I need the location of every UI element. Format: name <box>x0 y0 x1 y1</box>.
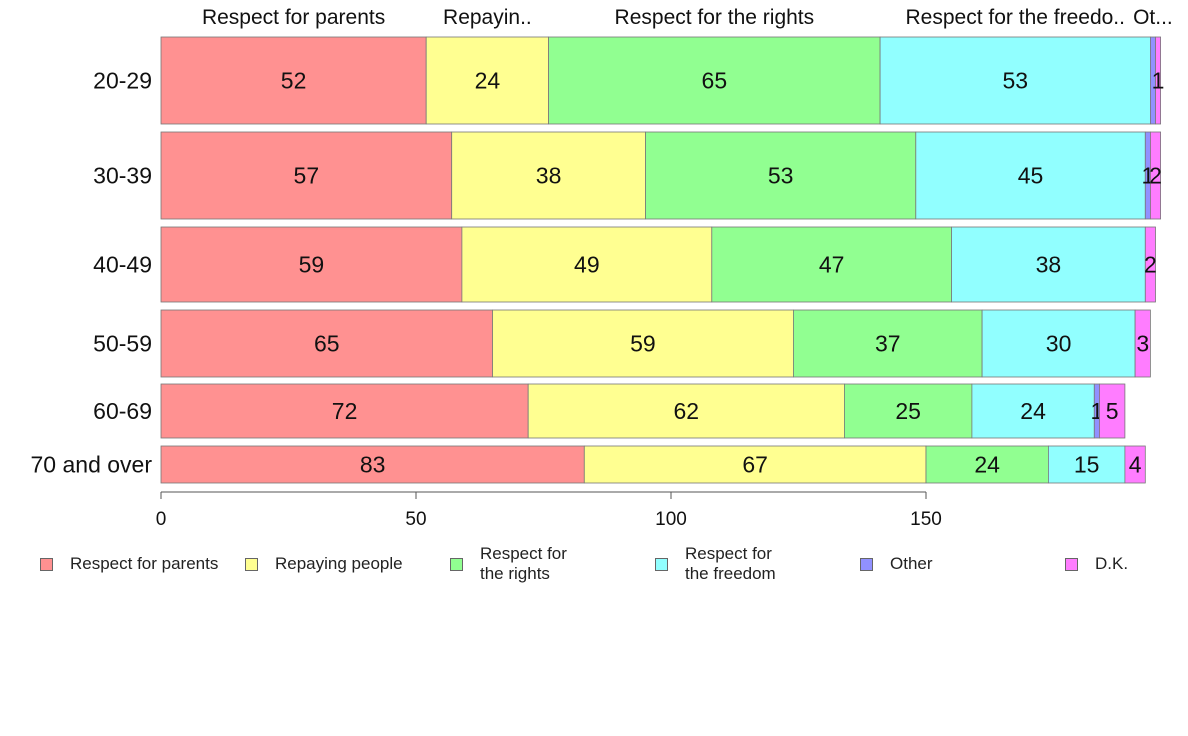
bar-segment <box>548 36 881 125</box>
bar-segment <box>160 36 427 125</box>
bar-segment <box>981 309 1136 378</box>
bar-segment <box>1134 309 1151 378</box>
top-series-label: Repayin.. <box>443 6 532 29</box>
category-label: 70 and over <box>31 452 153 478</box>
category-label: 50-59 <box>93 331 152 357</box>
data-label: 30 <box>1046 331 1072 357</box>
x-tick-label: 0 <box>156 509 167 530</box>
x-tick-label: 100 <box>655 509 687 530</box>
legend-label: Respect for the freedom <box>685 544 776 583</box>
bar-segment <box>1124 445 1146 484</box>
data-label: 5 <box>1106 398 1119 424</box>
data-label: 83 <box>360 452 386 478</box>
legend-item: Respect for parents <box>40 554 218 574</box>
bar-segment <box>492 309 794 378</box>
bar-segment <box>160 131 453 220</box>
data-label: 59 <box>630 331 656 357</box>
bar-segment <box>711 226 952 303</box>
top-series-label: Respect for the rights <box>615 6 815 29</box>
bar-segment <box>583 445 927 484</box>
bar-segment <box>425 36 550 125</box>
data-label: 2 <box>1149 163 1162 189</box>
data-label: 38 <box>1036 252 1062 278</box>
bar-segment <box>951 226 1146 303</box>
data-label: 62 <box>674 398 700 424</box>
data-label: 38 <box>536 163 562 189</box>
data-label: 25 <box>895 398 921 424</box>
legend-label: D.K. <box>1095 554 1129 573</box>
bar-segment <box>451 131 646 220</box>
top-series-label: Respect for the freedo.. <box>906 6 1125 29</box>
bar-segment <box>160 383 529 439</box>
bar-segment <box>1144 226 1156 303</box>
data-label: 53 <box>1002 68 1028 94</box>
data-label: 52 <box>281 68 307 94</box>
category-label: 30-39 <box>93 163 152 189</box>
data-label: 4 <box>1129 452 1142 478</box>
legend-swatch <box>655 557 668 571</box>
legend-swatch <box>860 557 873 571</box>
top-series-label: Respect for parents <box>202 6 385 29</box>
data-label: 2 <box>1144 252 1157 278</box>
legend-label: Repaying people <box>275 554 403 573</box>
data-label: 67 <box>742 452 768 478</box>
data-label: 24 <box>475 68 501 94</box>
legend-label: Respect for the rights <box>480 544 567 583</box>
data-label: 65 <box>314 331 340 357</box>
bar-segment <box>971 383 1095 439</box>
legend-item: D.K. <box>1065 554 1128 574</box>
data-label: 45 <box>1018 163 1044 189</box>
bar-segment <box>160 309 493 378</box>
data-label: 57 <box>294 163 320 189</box>
bar-segment <box>1150 131 1162 220</box>
legend-label: Respect for parents <box>70 554 219 573</box>
legend-item: Respect for the freedom <box>655 544 776 584</box>
bar-segment <box>1155 36 1161 125</box>
legend-swatch <box>1065 557 1078 571</box>
data-label: 47 <box>819 252 845 278</box>
top-series-label: Ot... <box>1133 6 1173 29</box>
legend-item: Repaying people <box>245 554 403 574</box>
bar-segment <box>844 383 973 439</box>
bar-segment <box>160 226 463 303</box>
legend-swatch <box>40 557 53 571</box>
data-label: 1 <box>1152 68 1165 94</box>
bar-segment <box>1099 383 1126 439</box>
bar-segment <box>915 131 1146 220</box>
legend-item: Other <box>860 554 933 574</box>
data-label: 59 <box>299 252 325 278</box>
data-label: 15 <box>1074 452 1100 478</box>
legend-label: Other <box>890 554 933 573</box>
legend-item: Respect for the rights <box>450 544 567 584</box>
x-tick-label: 50 <box>405 509 426 530</box>
category-label: 20-29 <box>93 68 152 94</box>
bar-segment <box>461 226 713 303</box>
data-label: 24 <box>1020 398 1046 424</box>
legend-swatch <box>245 557 258 571</box>
data-label: 65 <box>702 68 728 94</box>
bar-segment <box>793 309 983 378</box>
bar-segment <box>527 383 845 439</box>
bar-segment <box>1048 445 1126 484</box>
legend-swatch <box>450 557 463 571</box>
bar-segment <box>160 445 585 484</box>
data-label: 49 <box>574 252 600 278</box>
x-tick-label: 150 <box>910 509 942 530</box>
bar-segment <box>645 131 917 220</box>
data-label: 24 <box>974 452 1000 478</box>
chart-legend: Respect for parents Repaying people Respec… <box>0 542 1188 590</box>
data-label: 3 <box>1136 331 1149 357</box>
bar-segment <box>879 36 1151 125</box>
category-label: 40-49 <box>93 252 152 278</box>
data-label: 72 <box>332 398 358 424</box>
category-label: 60-69 <box>93 398 152 424</box>
data-label: 37 <box>875 331 901 357</box>
data-label: 53 <box>768 163 794 189</box>
